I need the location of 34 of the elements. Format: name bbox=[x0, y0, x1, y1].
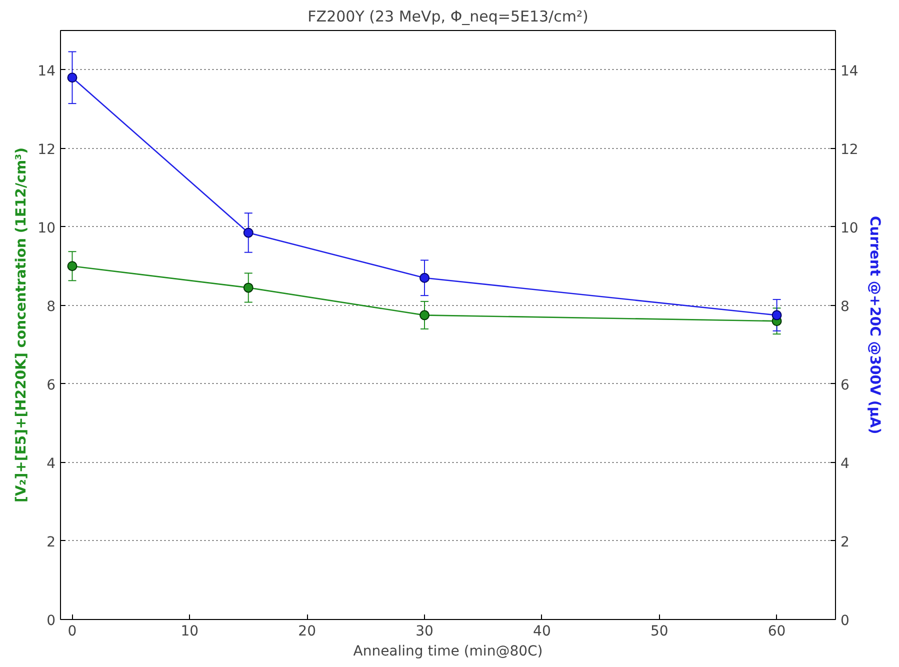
y2-tick-label: 2 bbox=[840, 534, 850, 550]
y2-tick-label: 4 bbox=[840, 456, 850, 472]
x-tick-label: 40 bbox=[533, 624, 551, 640]
x-tick-label: 0 bbox=[68, 624, 77, 640]
y2-tick-label: 14 bbox=[840, 63, 858, 80]
x-tick-label: 10 bbox=[180, 624, 199, 640]
y-tick-label: 2 bbox=[46, 534, 56, 550]
y-tick-label: 4 bbox=[46, 456, 56, 472]
point bbox=[243, 228, 254, 238]
x-tick-label: 30 bbox=[416, 624, 434, 640]
x-tick-label: 60 bbox=[768, 624, 786, 640]
point bbox=[243, 282, 254, 293]
point bbox=[772, 310, 782, 320]
chart-title: FZ200Y (23 MeVp, Φ_neq=5E13/cm²) bbox=[308, 8, 588, 26]
point bbox=[67, 72, 78, 83]
y2-tick-label: 8 bbox=[840, 298, 850, 315]
y2-tick-label: 0 bbox=[840, 613, 850, 629]
y-tick-label: 8 bbox=[46, 298, 56, 315]
x-tick-label: 20 bbox=[298, 624, 316, 640]
point bbox=[420, 310, 430, 320]
point bbox=[67, 261, 78, 272]
y-tick-label: 10 bbox=[38, 220, 56, 236]
y2-tick-label: 6 bbox=[840, 377, 850, 394]
y2-axis-title: Current @+20C @300V (μA) bbox=[866, 216, 882, 434]
y2-tick-label: 10 bbox=[840, 220, 858, 236]
y-tick-label: 6 bbox=[46, 377, 56, 394]
y-tick-label: 14 bbox=[38, 63, 56, 80]
y2-tick-label: 12 bbox=[840, 142, 858, 158]
y-tick-label: 0 bbox=[46, 613, 56, 629]
x-axis-title: Annealing time (min@80C) bbox=[353, 644, 543, 660]
point bbox=[420, 272, 430, 283]
y-tick-label: 12 bbox=[38, 142, 56, 158]
x-tick-label: 50 bbox=[650, 624, 668, 640]
y-axis-title: [V₂]+[E5]+[H220K] concentration (1E12/cm³) bbox=[14, 147, 30, 503]
